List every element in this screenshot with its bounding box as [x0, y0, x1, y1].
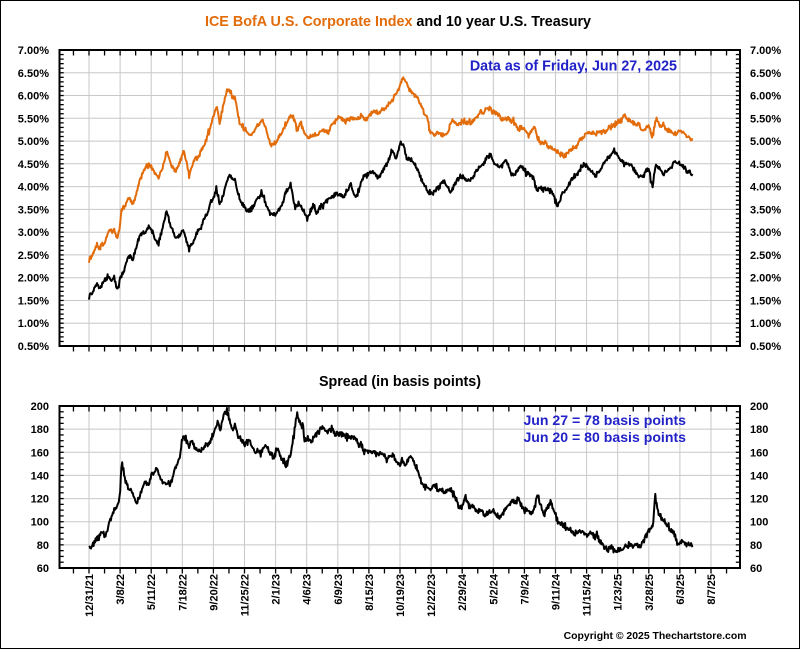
- svg-text:6.50%: 6.50%: [750, 68, 781, 80]
- svg-text:1.50%: 1.50%: [750, 296, 781, 308]
- svg-text:8/7/25: 8/7/25: [706, 574, 718, 605]
- svg-text:100: 100: [31, 517, 49, 529]
- svg-text:7.00%: 7.00%: [18, 45, 49, 57]
- svg-text:100: 100: [750, 517, 768, 529]
- svg-text:120: 120: [31, 494, 49, 506]
- svg-text:2.00%: 2.00%: [18, 273, 49, 285]
- svg-text:7/9/24: 7/9/24: [519, 573, 531, 604]
- svg-text:160: 160: [750, 447, 768, 459]
- svg-text:11/15/24: 11/15/24: [582, 573, 594, 616]
- svg-text:3.00%: 3.00%: [18, 227, 49, 239]
- svg-text:6.50%: 6.50%: [18, 68, 49, 80]
- svg-text:140: 140: [31, 470, 49, 482]
- svg-text:7.00%: 7.00%: [750, 45, 781, 57]
- svg-text:3.00%: 3.00%: [750, 227, 781, 239]
- svg-text:Spread (in basis points): Spread (in basis points): [319, 374, 481, 390]
- svg-text:1/23/25: 1/23/25: [613, 574, 625, 611]
- svg-text:5/11/22: 5/11/22: [146, 574, 158, 610]
- svg-text:2/29/24: 2/29/24: [457, 573, 469, 611]
- svg-text:9/11/24: 9/11/24: [551, 573, 563, 610]
- svg-text:4.00%: 4.00%: [750, 182, 781, 194]
- svg-text:0.50%: 0.50%: [750, 341, 781, 353]
- svg-text:180: 180: [750, 424, 768, 436]
- svg-text:4.00%: 4.00%: [18, 182, 49, 194]
- svg-text:80: 80: [37, 540, 49, 552]
- svg-text:9/20/22: 9/20/22: [208, 574, 220, 611]
- svg-text:1.00%: 1.00%: [18, 318, 49, 330]
- svg-text:11/25/22: 11/25/22: [240, 574, 252, 616]
- svg-text:10/19/23: 10/19/23: [395, 574, 407, 617]
- svg-text:5.00%: 5.00%: [18, 136, 49, 148]
- svg-text:0.50%: 0.50%: [18, 341, 49, 353]
- svg-text:6.00%: 6.00%: [750, 91, 781, 103]
- svg-text:5.50%: 5.50%: [18, 113, 49, 125]
- svg-text:60: 60: [750, 563, 762, 575]
- svg-text:6/3/25: 6/3/25: [675, 574, 687, 605]
- svg-text:3/8/22: 3/8/22: [115, 574, 127, 605]
- svg-text:200: 200: [750, 401, 768, 413]
- svg-text:60: 60: [37, 563, 49, 575]
- svg-text:2.50%: 2.50%: [750, 250, 781, 262]
- svg-text:Copyright © 2025 Thechartstore: Copyright © 2025 Thechartstore.com: [564, 631, 747, 642]
- svg-text:6/9/23: 6/9/23: [333, 574, 345, 605]
- svg-text:6.00%: 6.00%: [18, 91, 49, 103]
- svg-text:12/31/21: 12/31/21: [84, 574, 96, 617]
- svg-text:1.50%: 1.50%: [18, 296, 49, 308]
- svg-text:ICE BofA U.S. Corporate Index: ICE BofA U.S. Corporate Index and 10 yea…: [205, 14, 591, 30]
- svg-text:140: 140: [750, 470, 768, 482]
- svg-text:4.50%: 4.50%: [750, 159, 781, 171]
- svg-text:1.00%: 1.00%: [750, 318, 781, 330]
- svg-text:4/6/23: 4/6/23: [302, 574, 314, 605]
- svg-text:4.50%: 4.50%: [18, 159, 49, 171]
- svg-text:Jun 27 = 78 basis points: Jun 27 = 78 basis points: [523, 412, 686, 428]
- svg-text:80: 80: [750, 540, 762, 552]
- svg-text:3/28/25: 3/28/25: [644, 574, 656, 611]
- svg-text:200: 200: [31, 401, 49, 413]
- svg-text:120: 120: [750, 494, 768, 506]
- svg-text:Data as of Friday, Jun 27, 202: Data as of Friday, Jun 27, 2025: [470, 59, 677, 75]
- svg-text:12/22/23: 12/22/23: [426, 574, 438, 617]
- svg-text:Jun 20 = 80 basis points: Jun 20 = 80 basis points: [523, 429, 686, 445]
- svg-text:5/2/24: 5/2/24: [488, 573, 500, 604]
- svg-text:3.50%: 3.50%: [18, 204, 49, 216]
- svg-text:5.50%: 5.50%: [750, 113, 781, 125]
- svg-text:160: 160: [31, 447, 49, 459]
- svg-text:2.00%: 2.00%: [750, 273, 781, 285]
- svg-text:2.50%: 2.50%: [18, 250, 49, 262]
- svg-text:3.50%: 3.50%: [750, 204, 781, 216]
- svg-text:5.00%: 5.00%: [750, 136, 781, 148]
- svg-text:2/1/23: 2/1/23: [271, 574, 283, 605]
- svg-text:8/15/23: 8/15/23: [364, 574, 376, 611]
- svg-text:7/18/22: 7/18/22: [177, 574, 189, 611]
- svg-text:180: 180: [31, 424, 49, 436]
